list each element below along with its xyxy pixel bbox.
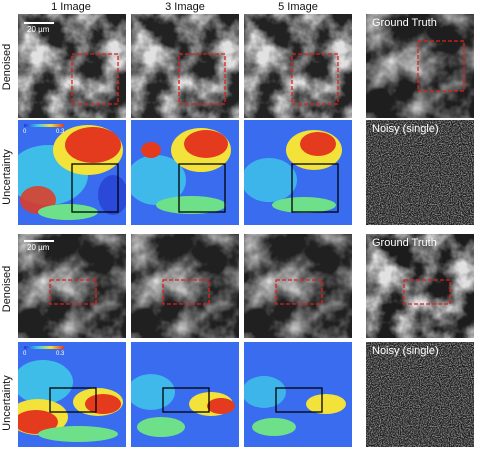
denoised-panel-r1-1image: 20 µm [18,14,126,118]
uncertainty-panel-r4-5image [244,342,352,447]
column-header-3-image: 3 Image [165,1,205,13]
row-label-uncertainty-1: Uncertainty [1,149,13,205]
column-header-1-image: 1 Image [51,1,91,13]
uncertainty-panel-r2-1image: 0 0.3 [18,120,126,225]
scale-bar-2 [24,240,54,242]
noisy-label-2: Noisy (single) [372,345,439,357]
denoised-panel-r1-3image [131,14,239,118]
scale-bar [24,22,54,24]
scale-bar-label: 20 µm [27,25,50,34]
colorbar-max: 0.3 [56,129,65,135]
colorbar-2 [24,346,64,349]
ground-truth-label-2: Ground Truth [372,237,437,249]
uncertainty-panel-r4-1image: 0 0.3 [18,342,126,447]
denoised-panel-r3-5image [244,234,352,338]
colorbar-max-2: 0.3 [56,351,65,357]
row-label-denoised-1: Denoised [1,43,13,91]
noisy-panel-r2: Noisy (single) [366,120,474,225]
uncertainty-panel-r4-3image [131,342,239,447]
row-label-uncertainty-2: Uncertainty [1,375,13,431]
column-header-5-image: 5 Image [278,1,318,13]
uncertainty-panel-r2-5image [244,120,352,225]
ground-truth-panel-r3: Ground Truth [366,234,474,338]
scale-bar-label-2: 20 µm [27,243,50,252]
denoised-panel-r3-3image [131,234,239,338]
noisy-panel-r4: Noisy (single) [366,342,474,447]
row-label-denoised-2: Denoised [1,265,13,313]
colorbar [24,124,64,127]
denoised-panel-r1-5image [244,14,352,118]
ground-truth-label-1: Ground Truth [372,17,437,29]
colorbar-min: 0 [23,129,27,135]
noisy-label-1: Noisy (single) [372,123,439,135]
ground-truth-panel-r1: Ground Truth [366,14,474,118]
denoised-panel-r3-1image: 20 µm [18,234,126,338]
colorbar-min-2: 0 [23,351,27,357]
uncertainty-panel-r2-3image [131,120,239,225]
